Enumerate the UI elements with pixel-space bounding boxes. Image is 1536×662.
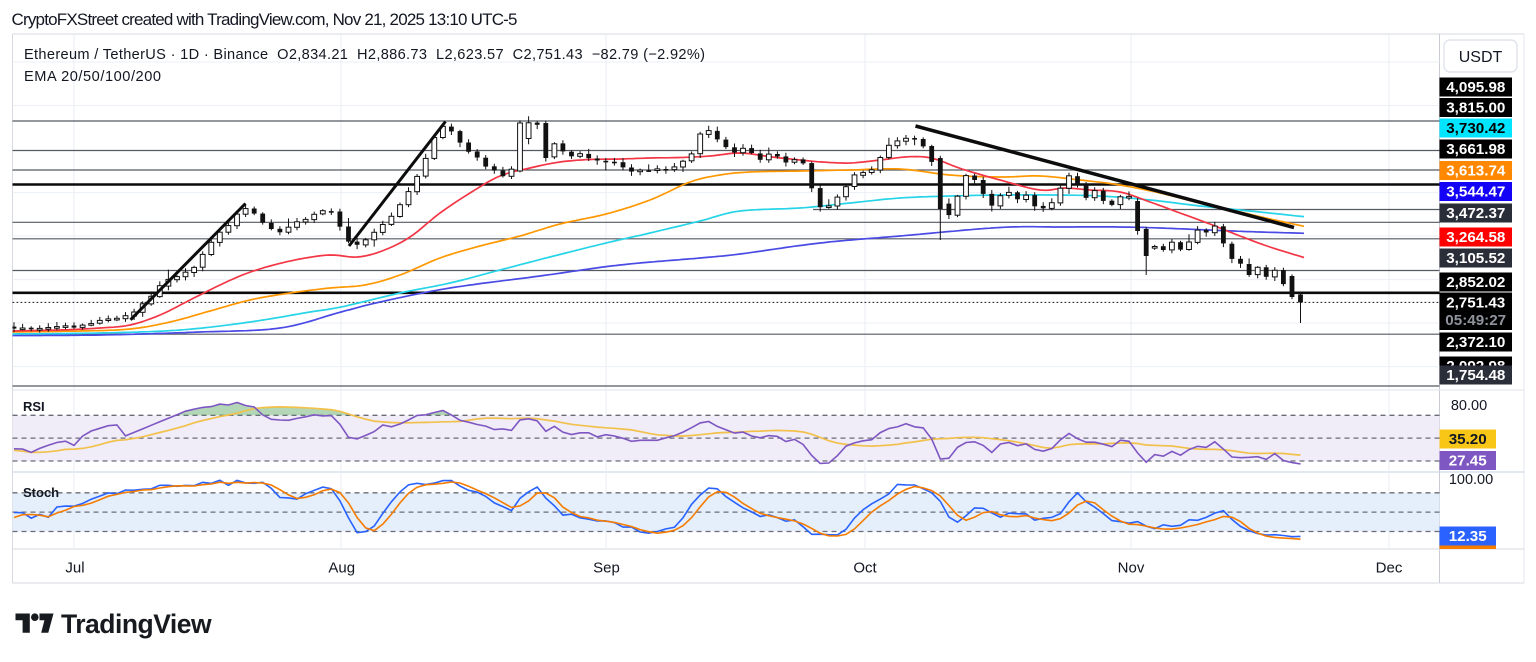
svg-text:CryptoFXStreet created with Tr: CryptoFXStreet created with TradingView.… bbox=[12, 10, 518, 29]
svg-text:EMA 20/50/100/200: EMA 20/50/100/200 bbox=[24, 69, 161, 85]
svg-text:Jul: Jul bbox=[65, 560, 84, 577]
svg-text:3,264.58: 3,264.58 bbox=[1446, 229, 1505, 246]
svg-text:TradingView: TradingView bbox=[61, 609, 212, 639]
svg-text:3,815.00: 3,815.00 bbox=[1446, 100, 1505, 117]
svg-text:27.45: 27.45 bbox=[1449, 453, 1488, 470]
svg-text:35.20: 35.20 bbox=[1449, 431, 1487, 448]
svg-text:Oct: Oct bbox=[853, 560, 877, 577]
svg-text:12.35: 12.35 bbox=[1449, 528, 1488, 545]
svg-text:3,544.47: 3,544.47 bbox=[1446, 184, 1505, 201]
svg-text:RSI: RSI bbox=[23, 399, 45, 414]
svg-text:2,372.10: 2,372.10 bbox=[1446, 334, 1505, 351]
svg-text:3,613.74: 3,613.74 bbox=[1446, 163, 1506, 180]
svg-text:USDT: USDT bbox=[1459, 49, 1503, 66]
svg-text:2,852.02: 2,852.02 bbox=[1446, 274, 1505, 291]
svg-text:4,095.98: 4,095.98 bbox=[1446, 79, 1505, 96]
svg-text:Aug: Aug bbox=[328, 560, 355, 577]
svg-text:05:49:27: 05:49:27 bbox=[1445, 312, 1506, 329]
svg-text:3,730.42: 3,730.42 bbox=[1446, 120, 1505, 137]
svg-text:3,661.98: 3,661.98 bbox=[1446, 141, 1505, 158]
svg-text:Dec: Dec bbox=[1376, 560, 1403, 577]
svg-text:2,751.43: 2,751.43 bbox=[1446, 295, 1505, 312]
svg-text:Ethereum / TetherUS · 1D · Bin: Ethereum / TetherUS · 1D · Binance O2,83… bbox=[24, 47, 705, 63]
svg-text:100.00: 100.00 bbox=[1449, 472, 1493, 488]
svg-text:80.00: 80.00 bbox=[1451, 398, 1487, 414]
svg-text:Stoch: Stoch bbox=[23, 485, 59, 500]
svg-text:Nov: Nov bbox=[1118, 560, 1145, 577]
svg-text:Sep: Sep bbox=[593, 560, 620, 577]
svg-text:1,754.48: 1,754.48 bbox=[1446, 367, 1505, 384]
svg-text:3,105.52: 3,105.52 bbox=[1446, 250, 1505, 267]
svg-text:3,472.37: 3,472.37 bbox=[1446, 205, 1505, 222]
